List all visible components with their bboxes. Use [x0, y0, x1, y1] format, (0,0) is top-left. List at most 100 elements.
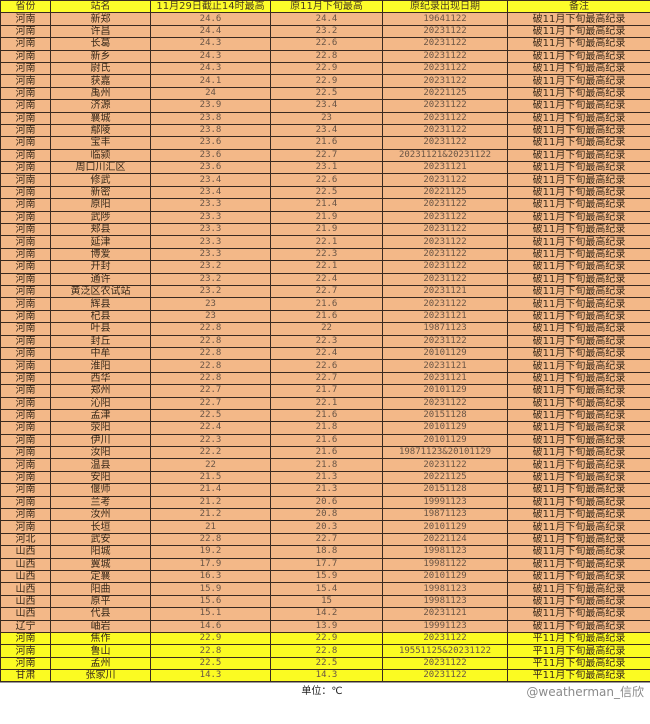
cell-province: 山西 [0, 607, 51, 621]
cell-province: 河南 [0, 272, 51, 287]
table-row: 河南 汝阳 22.2 21.6 19871123&20101129 破11月下旬最高纪录 [0, 446, 650, 460]
cell-note: 破11月下旬最高纪录 [507, 359, 650, 373]
cell-note: 破11月下旬最高纪录 [507, 49, 650, 63]
cell-province: 河南 [0, 507, 51, 522]
cell-note: 破11月下旬最高纪录 [507, 309, 650, 324]
table-body: 河南 新郑 24.6 24.4 19641122 破11月下旬最高纪录 河南 许昌 24.4 23… [0, 12, 650, 683]
cell-province: 河南 [0, 433, 51, 448]
cell-current-max: 22.8 [150, 334, 271, 348]
cell-record-date: 20231122 [382, 74, 508, 88]
cell-note: 平11月下旬最高纪录 [507, 631, 650, 646]
cell-old-record: 15 [270, 594, 383, 609]
cell-current-max: 22.8 [150, 346, 271, 361]
cell-old-record: 22.4 [270, 272, 383, 287]
cell-station: 安阳 [50, 470, 151, 485]
cell-old-record: 22.7 [270, 532, 383, 547]
cell-province: 河南 [0, 346, 51, 361]
header-current-max: 11月29日截止14时最高 [150, 0, 271, 14]
cell-note: 破11月下旬最高纪录 [507, 99, 650, 113]
cell-record-date: 20231122 [382, 223, 508, 237]
table-row: 河南 中牟 22.8 22.4 20101129 破11月下旬最高纪录 [0, 346, 650, 361]
cell-current-max: 24.1 [150, 74, 271, 88]
cell-province: 河南 [0, 210, 51, 225]
cell-station: 沁阳 [50, 396, 151, 410]
cell-old-record: 22.6 [270, 359, 383, 373]
cell-record-date: 19981122 [382, 557, 508, 571]
cell-old-record: 21.8 [270, 421, 383, 435]
cell-old-record: 22.3 [270, 334, 383, 348]
cell-record-date: 20231122 [382, 49, 508, 63]
cell-note: 破11月下旬最高纪录 [507, 470, 650, 485]
table-row: 河南 鄢陵 23.8 23.4 20231122 破11月下旬最高纪录 [0, 123, 650, 138]
cell-note: 破11月下旬最高纪录 [507, 24, 650, 39]
header-old-record: 原11月下旬最高 [270, 0, 383, 14]
table-row: 河南 淮阳 22.8 22.6 20231121 破11月下旬最高纪录 [0, 359, 650, 373]
cell-station: 宝丰 [50, 136, 151, 150]
cell-province: 河南 [0, 37, 51, 51]
cell-old-record: 22.9 [270, 631, 383, 646]
cell-old-record: 21.3 [270, 470, 383, 485]
table-row: 辽宁 岫岩 14.6 13.9 19991123 破11月下旬最高纪录 [0, 619, 650, 633]
cell-station: 新密 [50, 185, 151, 200]
cell-record-date: 20231121 [382, 161, 508, 175]
cell-old-record: 20.6 [270, 495, 383, 510]
table-row: 河北 武安 22.8 22.7 20221124 破11月下旬最高纪录 [0, 532, 650, 547]
cell-old-record: 22.5 [270, 86, 383, 101]
table-row: 河南 长垣 21 20.3 20101129 破11月下旬最高纪录 [0, 520, 650, 534]
cell-record-date: 20221124 [382, 532, 508, 547]
cell-old-record: 21.3 [270, 483, 383, 497]
cell-record-date: 20231121 [382, 359, 508, 373]
table-row: 河南 黄泛区农试站 23.2 22.7 20231121 破11月下旬最高纪录 [0, 284, 650, 299]
table-row: 河南 新乡 24.3 22.8 20231122 破11月下旬最高纪录 [0, 49, 650, 63]
cell-province: 河南 [0, 421, 51, 435]
cell-station: 封丘 [50, 334, 151, 348]
table-row: 河南 西华 22.8 22.7 20231121 破11月下旬最高纪录 [0, 371, 650, 386]
table-row: 河南 荥阳 22.4 21.8 20101129 破11月下旬最高纪录 [0, 421, 650, 435]
cell-record-date: 20231122 [382, 24, 508, 39]
cell-current-max: 22.7 [150, 384, 271, 398]
table-row: 河南 郏县 23.3 21.9 20231122 破11月下旬最高纪录 [0, 223, 650, 237]
cell-province: 河南 [0, 470, 51, 485]
cell-note: 破11月下旬最高纪录 [507, 284, 650, 299]
table-row: 山西 代县 15.1 14.2 20231121 破11月下旬最高纪录 [0, 607, 650, 621]
cell-record-date: 20101129 [382, 433, 508, 448]
table-row: 河南 武陟 23.3 21.9 20231122 破11月下旬最高纪录 [0, 210, 650, 225]
cell-station: 汝州 [50, 507, 151, 522]
table-row: 河南 周口川汇区 23.6 23.1 20231121 破11月下旬最高纪录 [0, 161, 650, 175]
cell-old-record: 22.6 [270, 173, 383, 187]
cell-record-date: 19551125&20231122 [382, 644, 508, 658]
cell-old-record: 23.1 [270, 161, 383, 175]
table-row: 河南 长葛 24.3 22.6 20231122 破11月下旬最高纪录 [0, 37, 650, 51]
cell-note: 破11月下旬最高纪录 [507, 173, 650, 187]
cell-old-record: 22.9 [270, 61, 383, 76]
cell-note: 破11月下旬最高纪录 [507, 545, 650, 559]
cell-note: 破11月下旬最高纪录 [507, 74, 650, 88]
cell-old-record: 13.9 [270, 619, 383, 633]
cell-station: 代县 [50, 607, 151, 621]
cell-province: 河南 [0, 161, 51, 175]
cell-current-max: 23.8 [150, 111, 271, 125]
table-row: 河南 济源 23.9 23.4 20231122 破11月下旬最高纪录 [0, 99, 650, 113]
cell-station: 孟州 [50, 656, 151, 671]
cell-record-date: 20231122 [382, 37, 508, 51]
cell-station: 鄢陵 [50, 123, 151, 138]
cell-current-max: 23.4 [150, 173, 271, 187]
cell-province: 河南 [0, 260, 51, 274]
table-row: 山西 阳曲 15.9 15.4 19981123 破11月下旬最高纪录 [0, 582, 650, 596]
cell-note: 平11月下旬最高纪录 [507, 644, 650, 658]
cell-province: 山西 [0, 557, 51, 571]
cell-old-record: 23 [270, 111, 383, 125]
cell-province: 山西 [0, 569, 51, 584]
cell-station: 伊川 [50, 433, 151, 448]
header-station: 站名 [50, 0, 151, 14]
cell-current-max: 24.3 [150, 61, 271, 76]
cell-province: 山西 [0, 545, 51, 559]
cell-province: 河南 [0, 322, 51, 336]
table-row: 甘肃 张家川 14.3 14.3 20231122 平11月下旬最高纪录 [0, 669, 650, 683]
cell-current-max: 22.8 [150, 644, 271, 658]
table-row: 河南 鲁山 22.8 22.8 19551125&20231122 平11月下旬最高纪录 [0, 644, 650, 658]
cell-note: 破11月下旬最高纪录 [507, 582, 650, 596]
cell-current-max: 22.2 [150, 446, 271, 460]
cell-province: 河南 [0, 123, 51, 138]
cell-record-date: 20231122 [382, 297, 508, 311]
